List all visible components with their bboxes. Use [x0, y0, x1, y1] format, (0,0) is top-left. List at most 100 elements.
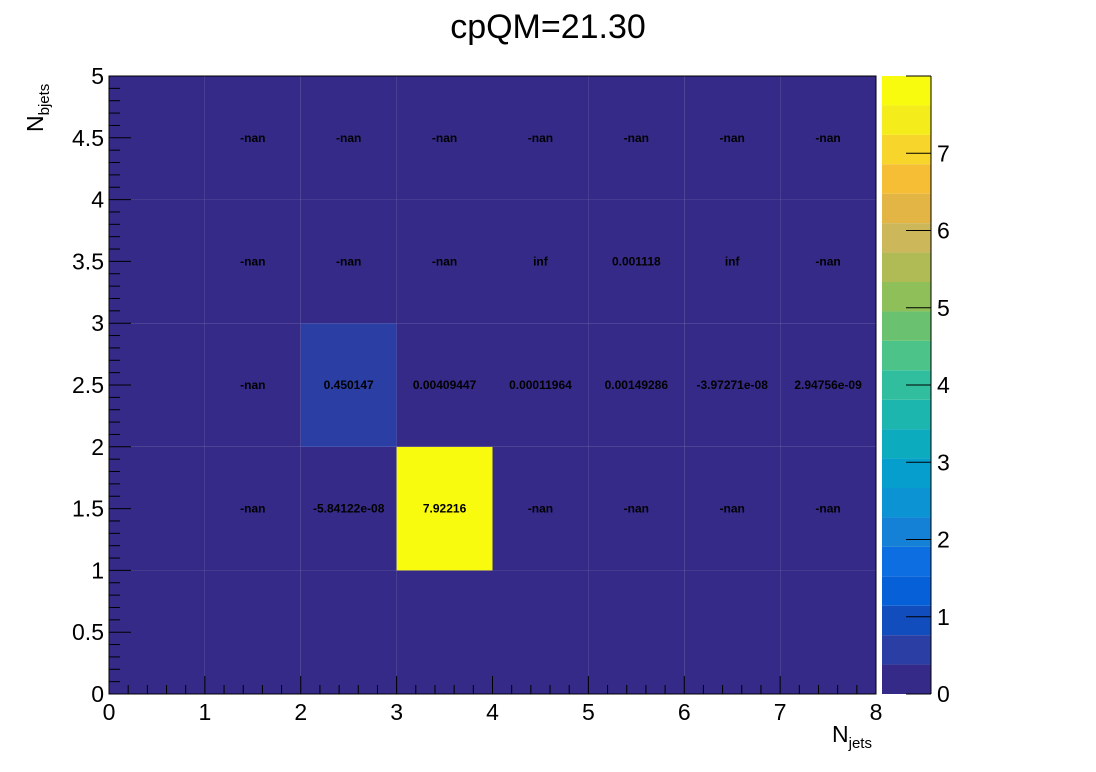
cell-value-label: -nan [815, 502, 840, 516]
heatmap-cell [204, 199, 301, 324]
cell-value-label: -nan [624, 131, 649, 145]
x-axis-label-main: N [832, 721, 849, 747]
heatmap-cell [684, 323, 781, 447]
x-tick-label: 5 [582, 699, 595, 725]
color-scale-label: 1 [937, 604, 950, 630]
heatmap-cell [204, 76, 301, 200]
heatmap-cell [684, 570, 781, 694]
heatmap-cell [492, 76, 589, 200]
color-scale-band [882, 134, 931, 165]
color-scale-band [882, 664, 931, 694]
y-tick-label: 0.5 [72, 619, 104, 645]
y-tick-label: 4 [91, 187, 104, 213]
cell-value-label: 0.450147 [324, 378, 374, 392]
heatmap-cell [492, 199, 589, 324]
cell-value-label: -nan [528, 502, 553, 516]
color-scale-band [882, 340, 931, 371]
heatmap-cell [300, 570, 397, 694]
cell-value-label: -nan [432, 131, 457, 145]
heatmap-cell [588, 323, 685, 447]
color-scale-band [882, 517, 931, 547]
y-tick-label: 1 [91, 557, 104, 583]
cell-value-label: -nan [240, 502, 265, 516]
color-scale-band [882, 429, 931, 459]
heatmap-cell [684, 199, 781, 324]
y-tick-label: 3 [91, 310, 104, 336]
color-scale-label: 5 [937, 295, 950, 321]
cell-value-label: -nan [432, 254, 457, 268]
heatmap-cell [300, 76, 397, 200]
color-scale-band [882, 223, 931, 253]
color-scale-label: 2 [937, 527, 950, 553]
heatmap-cell [396, 446, 493, 571]
color-scale-band [882, 399, 931, 430]
y-axis: 0 0.5 1 1.5 2 2.5 3 3.5 4 4.5 5 [72, 63, 131, 707]
cell-value-label: 7.92216 [423, 502, 467, 516]
x-tick-label: 2 [294, 699, 307, 725]
color-scale-band [882, 282, 931, 312]
cell-value-label: -nan [240, 254, 265, 268]
color-scale-band [882, 635, 931, 665]
heatmap-cell [204, 446, 301, 571]
heatmap-cell [204, 570, 301, 694]
y-tick-label: 2.5 [72, 372, 104, 398]
x-tick-label: 0 [103, 699, 116, 725]
cell-value-label: 0.00149286 [605, 378, 669, 392]
cell-value-label: -nan [240, 131, 265, 145]
heatmap-cell [588, 199, 685, 324]
color-scale-band [882, 252, 931, 282]
cell-value-label: -nan [720, 131, 745, 145]
cell-value-label: 2.94756e-09 [794, 378, 862, 392]
heatmap-cell-labels: -nan -5.84122e-08 7.92216 -nan -nan -nan -nan -… [240, 131, 862, 516]
color-scale-label: 6 [937, 218, 950, 244]
heatmap-cell [780, 570, 876, 694]
heatmap-cell [780, 76, 876, 200]
x-tick-label: 4 [486, 699, 499, 725]
x-tick-label: 1 [198, 699, 211, 725]
cell-value-label: -nan [720, 502, 745, 516]
color-scale-label: 7 [937, 140, 950, 166]
heatmap-cell [300, 446, 397, 571]
cell-value-label: 0.00409447 [413, 378, 477, 392]
color-scale-band [882, 193, 931, 224]
heatmap-cell [588, 446, 685, 571]
y-tick-label: 2 [91, 434, 104, 460]
cell-value-label: -nan [815, 131, 840, 145]
heatmap-cell [396, 199, 493, 324]
color-scale-band [882, 164, 931, 194]
chart-title: cpQM=21.30 [450, 8, 646, 46]
heatmap-cell [588, 570, 685, 694]
color-scale-band [882, 311, 931, 341]
cell-value-label: inf [533, 254, 549, 268]
cell-value-label: 0.001118 [612, 254, 661, 268]
color-scale-label: 4 [937, 372, 950, 398]
color-scale-band [882, 576, 931, 606]
y-tick-label: 3.5 [72, 248, 104, 274]
cell-value-label: -3.97271e-08 [696, 378, 768, 392]
color-scale-band [882, 76, 931, 106]
cell-value-label: -nan [336, 254, 361, 268]
cell-value-label: -nan [336, 131, 361, 145]
heatmap-cell [300, 199, 397, 324]
heatmap-cell [204, 323, 301, 447]
x-tick-label: 6 [678, 699, 691, 725]
heatmap-cell [588, 76, 685, 200]
heatmap-cell [492, 446, 589, 571]
x-tick-label: 3 [390, 699, 403, 725]
x-tick-label: 8 [870, 699, 883, 725]
y-tick-label: 4.5 [72, 125, 104, 151]
heatmap-cell [780, 446, 876, 571]
heatmap-cell [492, 570, 589, 694]
heatmap-cell [300, 323, 397, 447]
x-tick-label: 7 [774, 699, 787, 725]
y-tick-label: 1.5 [72, 496, 104, 522]
cell-value-label: -nan [815, 254, 840, 268]
cell-value-label: -nan [624, 502, 649, 516]
color-scale: 0 1 2 3 4 5 6 7 [882, 75, 950, 707]
color-scale-band [882, 458, 931, 488]
heatmap-cell [492, 323, 589, 447]
x-axis: 0 1 2 3 4 5 6 7 8 [103, 676, 883, 725]
color-scale-label: 0 [937, 681, 950, 707]
heatmap-cell [396, 76, 493, 200]
